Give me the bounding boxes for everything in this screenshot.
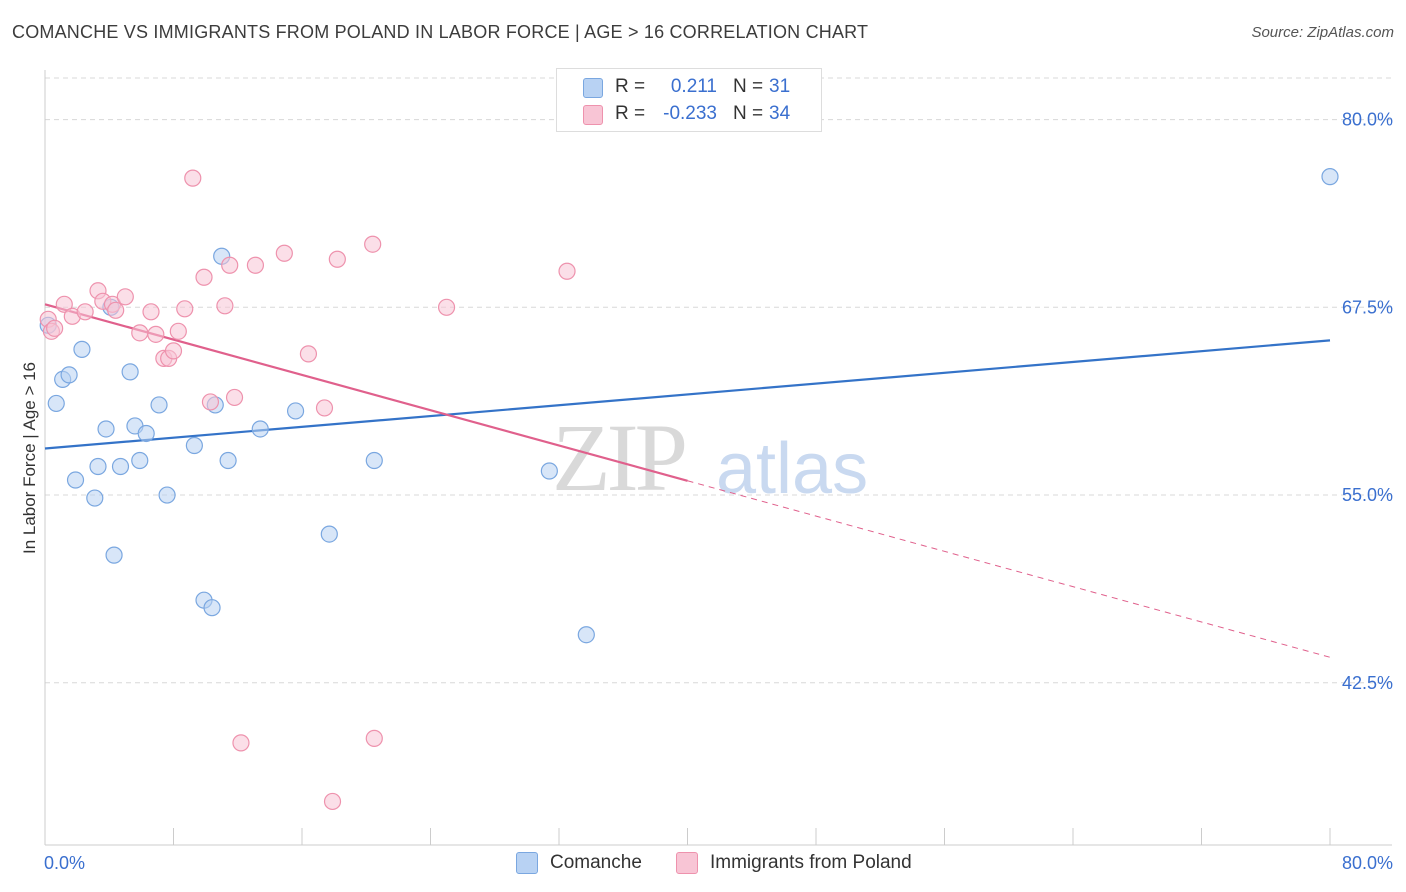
poland-point (46, 319, 64, 337)
comanche-point (577, 626, 595, 644)
stats-legend: R = 0.211 N = 31 R = -0.233 N = 34 (556, 68, 822, 132)
y-tick-label: 67.5% (1342, 297, 1393, 317)
r-value: -0.233 (663, 103, 717, 124)
comanche-point (89, 457, 107, 476)
trend-lines (44, 303, 1331, 658)
poland-point (232, 734, 250, 752)
x-tick-label-min: 0.0% (44, 853, 85, 873)
comanche-point (66, 471, 85, 489)
stats-row-poland: R = -0.233 N = 34 (557, 101, 821, 127)
n-value: 31 (769, 76, 791, 97)
comanche-point (73, 340, 91, 358)
watermark-zip: ZIP (552, 404, 688, 511)
poland-point (201, 393, 220, 411)
grid-lines (45, 77, 1392, 684)
poland-point (164, 342, 183, 360)
comanche-point (121, 363, 139, 381)
legend-item-poland: Immigrants from Poland (676, 852, 912, 874)
poland-point (437, 298, 456, 316)
comanche-point (137, 424, 155, 443)
poland-point (221, 256, 239, 274)
n-label: N = (733, 103, 764, 124)
legend-label-poland: Immigrants from Poland (710, 852, 912, 873)
r-label: R = (615, 76, 646, 97)
poland-point (364, 235, 382, 253)
poland-point (299, 345, 318, 363)
comanche-point (540, 462, 558, 480)
comanche-point (1321, 168, 1339, 186)
source-credit: Source: ZipAtlas.com (1251, 24, 1394, 41)
comanche-point (111, 457, 130, 476)
poland-point (246, 256, 265, 274)
poland-swatch (583, 105, 603, 125)
poland-point (365, 729, 383, 747)
n-label: N = (733, 76, 764, 97)
poland-point (184, 169, 202, 187)
y-tick-label: 80.0% (1342, 110, 1393, 130)
poland-point (225, 388, 244, 407)
comanche-point (47, 394, 65, 413)
axes (44, 70, 1392, 846)
poland-point (55, 295, 73, 313)
chart-title: COMANCHE VS IMMIGRANTS FROM POLAND IN LA… (12, 22, 869, 42)
legend-label-comanche: Comanche (550, 852, 642, 873)
comanche-point (131, 451, 149, 470)
poland-point (275, 244, 293, 262)
comanche-point (150, 396, 168, 414)
poland-point (107, 301, 125, 319)
n-value: 34 (769, 103, 791, 124)
comanche-point (251, 420, 269, 438)
series-legend: Comanche Immigrants from Poland (0, 852, 1406, 878)
poland-point (76, 303, 94, 321)
comanche-point (97, 420, 115, 438)
poland-legend-swatch (676, 852, 698, 874)
comanche-point (60, 366, 78, 384)
comanche-point (86, 489, 104, 507)
poland-point (195, 268, 213, 286)
poland-point (176, 300, 194, 318)
comanche-point (185, 436, 203, 455)
poland-point (315, 399, 334, 417)
stats-row-comanche: R = 0.211 N = 31 (557, 74, 821, 100)
poland-point (169, 322, 187, 340)
poland-point (216, 297, 234, 315)
comanche-point (105, 546, 123, 564)
comanche-legend-swatch (516, 852, 538, 874)
comanche-swatch (583, 78, 603, 98)
legend-item-comanche: Comanche (516, 852, 642, 874)
tick-labels: 42.5% 55.0% 67.5% 80.0% 0.0% 80.0% (44, 110, 1393, 873)
r-label: R = (615, 103, 646, 124)
poland-trend-extension (687, 480, 1331, 658)
comanche-point (158, 486, 176, 504)
poland-point (328, 250, 346, 268)
poland-point (116, 288, 134, 306)
y-tick-label: 42.5% (1342, 673, 1393, 693)
y-tick-label: 55.0% (1342, 485, 1393, 505)
comanche-point (286, 402, 305, 420)
comanche-point (219, 451, 237, 470)
x-tick-label-max: 80.0% (1342, 853, 1393, 873)
data-points (39, 168, 1339, 811)
comanche-point (203, 599, 221, 617)
poland-point (323, 792, 342, 811)
poland-point (558, 262, 576, 280)
poland-point (131, 324, 149, 342)
comanche-point (365, 451, 383, 470)
r-value: 0.211 (670, 76, 717, 97)
poland-point (147, 325, 165, 343)
comanche-point (320, 525, 338, 543)
poland-point (142, 303, 160, 321)
